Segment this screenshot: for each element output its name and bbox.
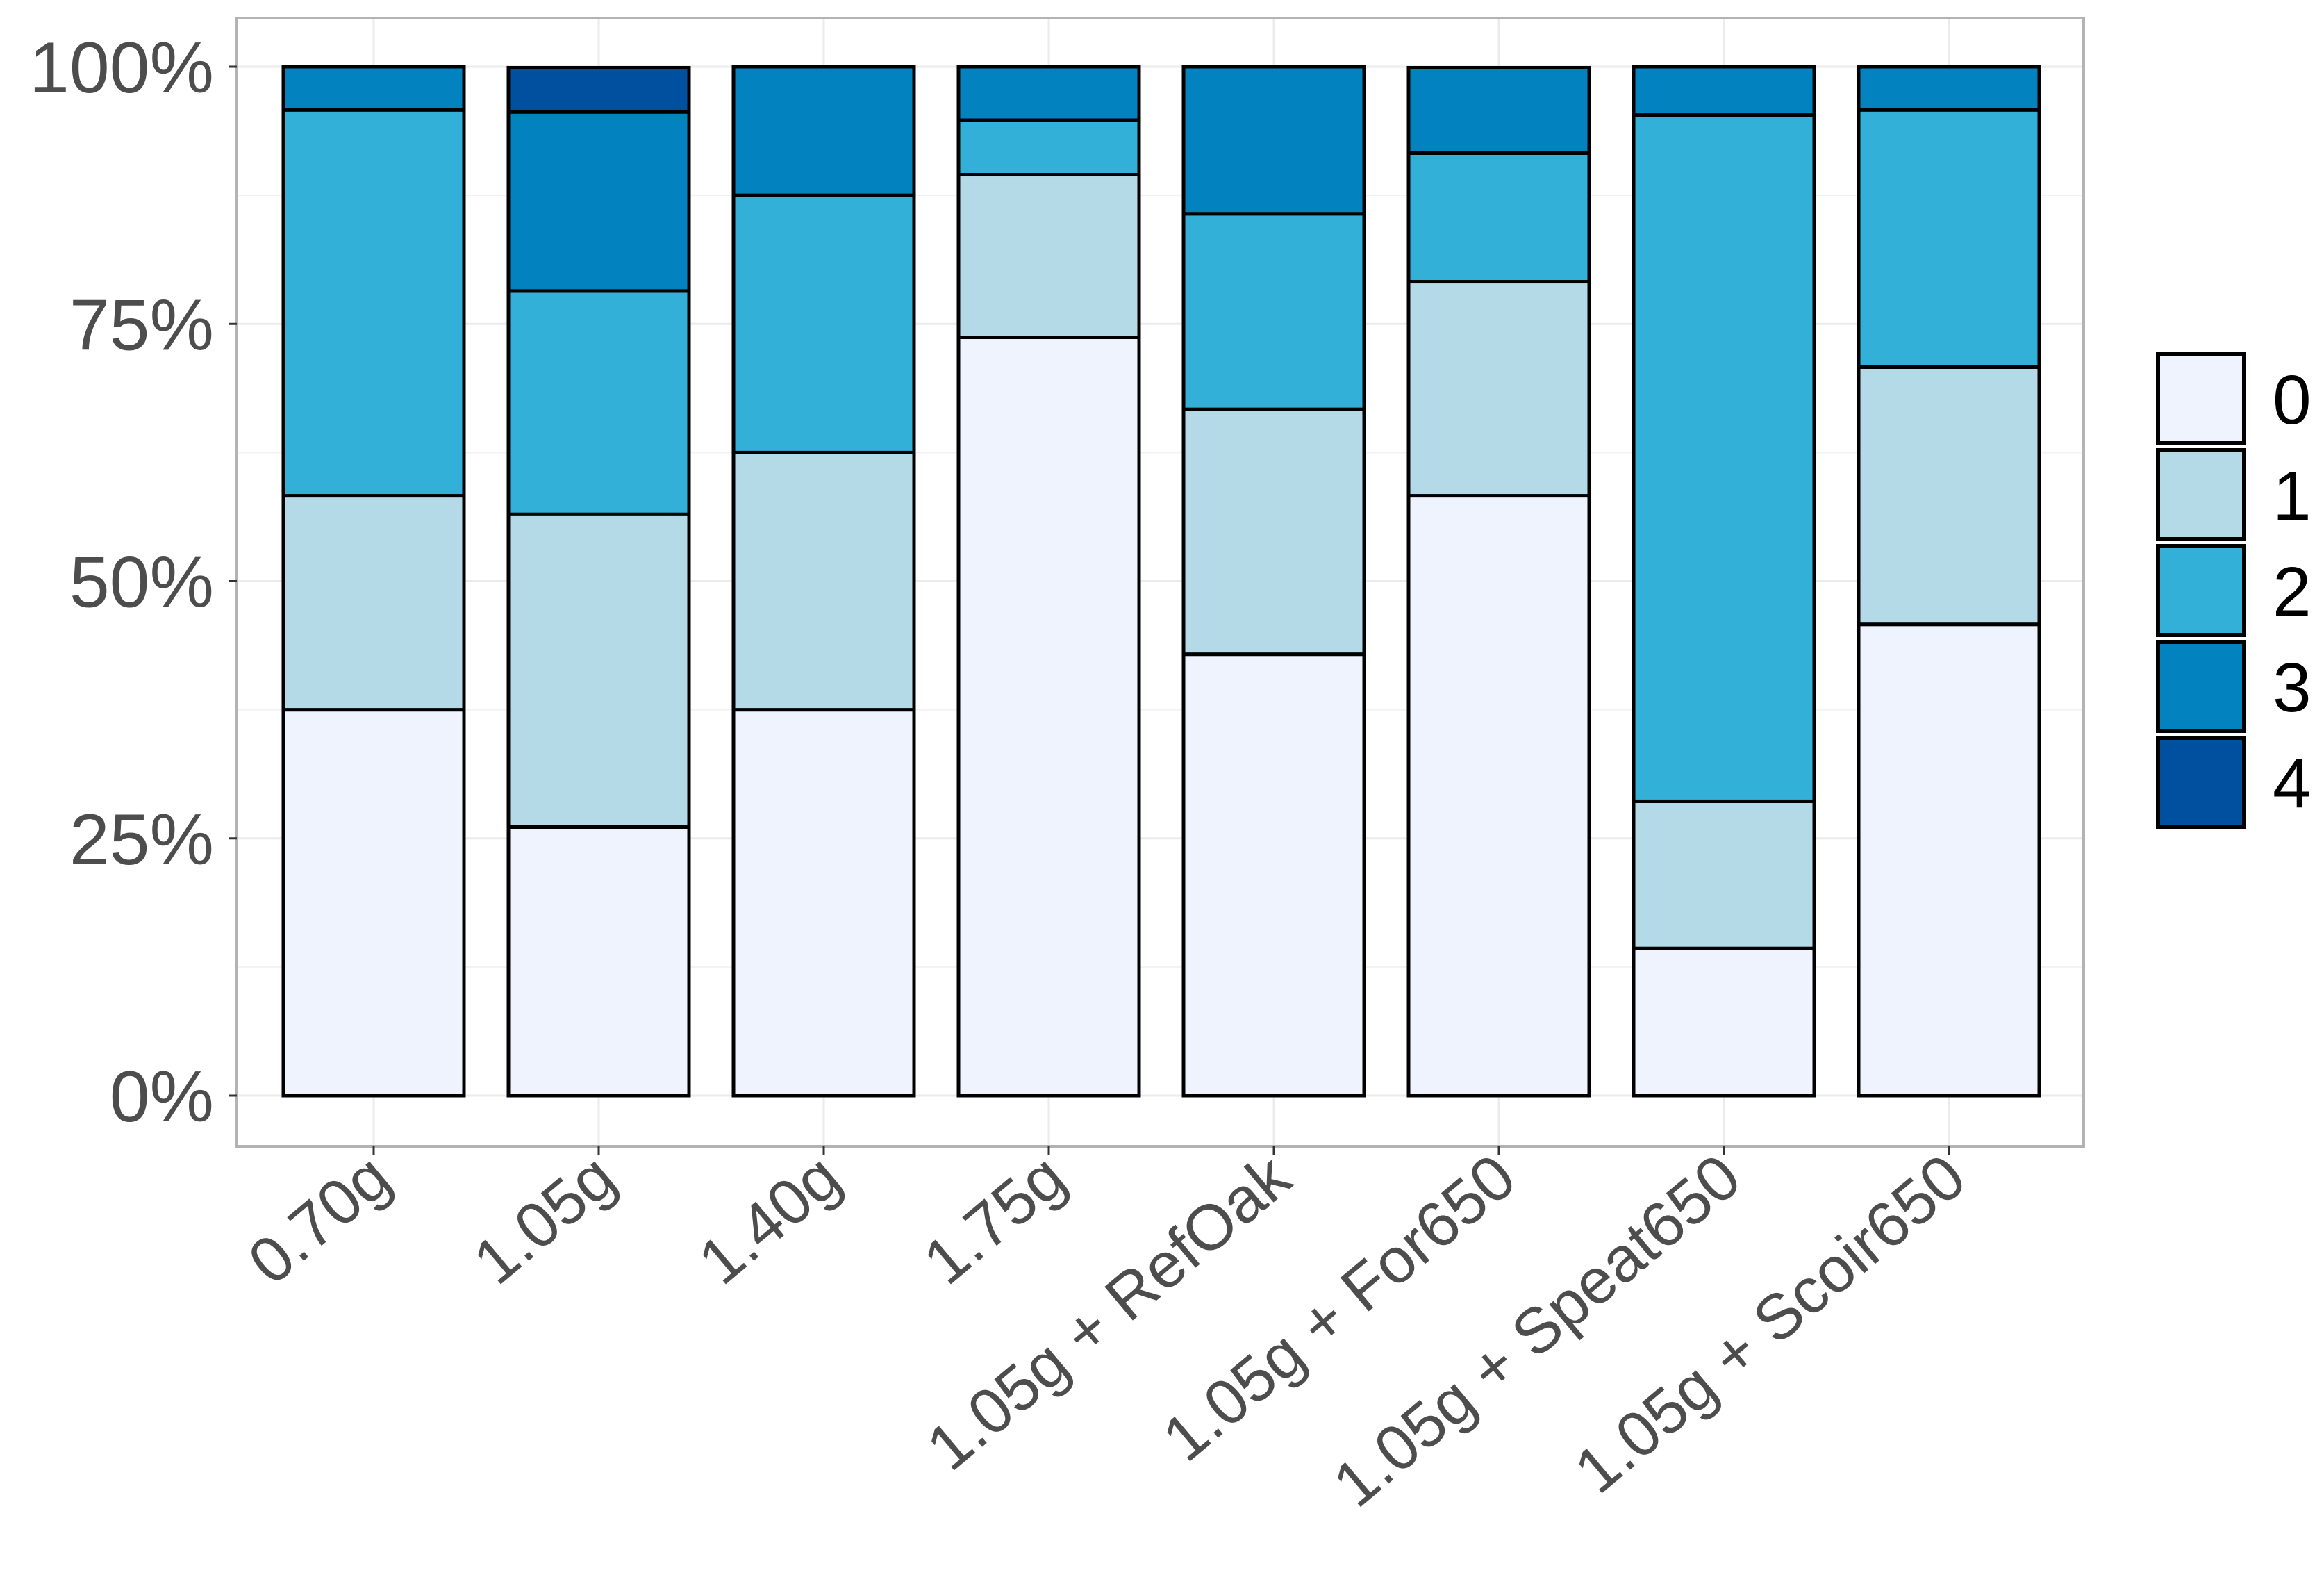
bar-segment-2: [506, 289, 691, 516]
bar-stack: [1181, 65, 1366, 1098]
bars: [281, 65, 2041, 1098]
bar-stack: [1632, 65, 1816, 1098]
x-tick-label: 1.75g: [911, 1141, 1079, 1298]
y-tick-label: 50%: [69, 543, 214, 623]
bar-stack: [506, 65, 691, 1098]
bar-segment-3: [1632, 65, 1816, 117]
y-tick-label: 100%: [29, 28, 214, 108]
legend-label: 0: [2273, 361, 2311, 439]
bar-segment-0: [1632, 946, 1816, 1098]
bar-segment-2: [1632, 113, 1816, 803]
x-tick-label: 1.05g + Speat650: [1320, 1141, 1754, 1521]
bar-segment-1: [731, 450, 916, 712]
y-axis: 0% 25% 50% 75% 100%: [29, 28, 237, 1137]
bar-segment-2: [731, 193, 916, 454]
bar-stack: [1857, 65, 2041, 1098]
legend-key-1: [2156, 448, 2246, 541]
bar-segment-3: [956, 65, 1141, 122]
legend-label: 2: [2273, 553, 2311, 631]
bar-segment-1: [1181, 407, 1366, 657]
y-tick-label: 25%: [69, 800, 214, 880]
x-tick-label: 1.05g: [460, 1141, 629, 1298]
bar-segment-1: [956, 173, 1141, 340]
legend-label: 1: [2273, 457, 2311, 535]
bar-segment-0: [281, 708, 466, 1098]
bar-segment-2: [1181, 212, 1366, 411]
legend-key-3: [2156, 640, 2246, 733]
x-tick-label: 1.40g: [686, 1141, 854, 1298]
legend-label: 3: [2273, 649, 2311, 727]
bar-segment-4: [506, 65, 691, 114]
bar-segment-3: [731, 65, 916, 197]
legend-key-0: [2156, 352, 2246, 445]
bar-segment-0: [1857, 622, 2041, 1098]
bar-segment-1: [1632, 799, 1816, 950]
legend-label: 4: [2273, 745, 2311, 823]
bar-segment-1: [1857, 365, 2041, 627]
bar-segment-2: [1857, 108, 2041, 369]
bar-segment-1: [1406, 280, 1591, 498]
bar-segment-3: [1181, 65, 1366, 216]
bar-stack: [1406, 65, 1591, 1098]
bar-segment-2: [1406, 151, 1591, 284]
x-tick-label: 0.70g: [235, 1141, 404, 1298]
y-tick-label: 0%: [110, 1057, 214, 1137]
x-tick-label: 1.05g + Scoir650: [1561, 1141, 1978, 1507]
bar-segment-3: [506, 110, 691, 293]
bar-segment-0: [956, 336, 1141, 1098]
bar-segment-1: [281, 494, 466, 712]
bar-segment-0: [1406, 494, 1591, 1098]
y-tick-label: 75%: [69, 285, 214, 365]
legend-key-4: [2156, 736, 2246, 829]
bar-stack: [956, 65, 1141, 1098]
bar-segment-2: [281, 108, 466, 498]
bar-segment-0: [731, 708, 916, 1098]
bar-segment-3: [1857, 65, 2041, 112]
legend-key-2: [2156, 544, 2246, 637]
legend: 0 1 2 3 4: [2156, 352, 2311, 829]
bar-segment-0: [506, 825, 691, 1098]
bar-stack: [281, 65, 466, 1098]
bar-segment-0: [1181, 652, 1366, 1098]
bar-stack: [731, 65, 916, 1098]
bar-segment-1: [506, 512, 691, 829]
bar-segment-3: [1406, 65, 1591, 155]
bar-segment-2: [956, 118, 1141, 177]
bar-segment-3: [281, 65, 466, 112]
